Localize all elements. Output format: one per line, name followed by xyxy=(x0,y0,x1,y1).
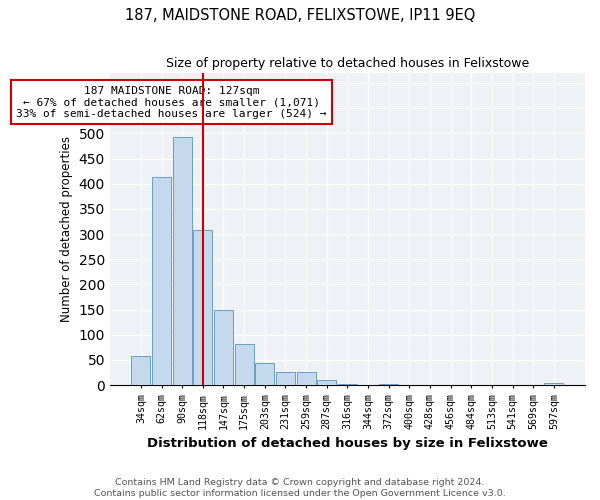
Bar xyxy=(193,230,212,385)
Bar xyxy=(235,344,254,385)
Bar xyxy=(152,177,171,385)
Bar xyxy=(296,372,316,385)
X-axis label: Distribution of detached houses by size in Felixstowe: Distribution of detached houses by size … xyxy=(147,437,548,450)
Text: Contains HM Land Registry data © Crown copyright and database right 2024.
Contai: Contains HM Land Registry data © Crown c… xyxy=(94,478,506,498)
Bar xyxy=(317,380,336,385)
Bar xyxy=(276,372,295,385)
Y-axis label: Number of detached properties: Number of detached properties xyxy=(60,136,73,322)
Bar xyxy=(131,356,151,385)
Text: 187, MAIDSTONE ROAD, FELIXSTOWE, IP11 9EQ: 187, MAIDSTONE ROAD, FELIXSTOWE, IP11 9E… xyxy=(125,8,475,22)
Bar xyxy=(379,384,398,385)
Title: Size of property relative to detached houses in Felixstowe: Size of property relative to detached ho… xyxy=(166,58,529,70)
Bar xyxy=(214,310,233,385)
Bar xyxy=(338,384,357,385)
Text: 187 MAIDSTONE ROAD: 127sqm
← 67% of detached houses are smaller (1,071)
33% of s: 187 MAIDSTONE ROAD: 127sqm ← 67% of deta… xyxy=(16,86,327,118)
Bar xyxy=(173,137,191,385)
Bar xyxy=(544,383,563,385)
Bar xyxy=(256,363,274,385)
